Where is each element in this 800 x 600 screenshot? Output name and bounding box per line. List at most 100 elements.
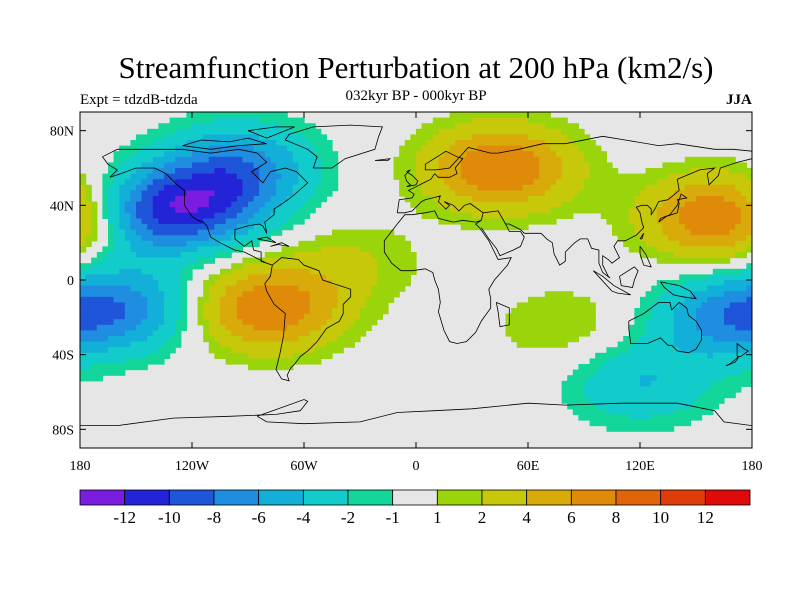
field-cell	[438, 156, 462, 163]
coastline-segment	[257, 402, 752, 426]
field-cell	[673, 319, 697, 326]
field-cell	[724, 280, 752, 287]
field-cell	[287, 145, 316, 152]
field-cell	[236, 173, 260, 180]
field-cell	[287, 324, 322, 331]
field-cell	[337, 285, 372, 292]
field-cell	[309, 268, 378, 275]
field-cell	[220, 319, 243, 326]
field-cell	[656, 375, 725, 382]
field-cell	[220, 341, 327, 348]
field-cell	[253, 196, 271, 203]
field-cell	[80, 263, 92, 270]
field-cell	[668, 285, 708, 292]
coastline-segment	[639, 246, 652, 268]
coastline-segment	[102, 148, 309, 266]
field-cell	[684, 156, 736, 163]
field-cell	[634, 201, 663, 208]
field-cell	[281, 173, 299, 180]
field-cell	[550, 184, 585, 191]
field-cell	[136, 201, 154, 208]
field-cell	[320, 179, 339, 186]
field-cell	[147, 352, 171, 359]
field-cell	[253, 145, 288, 152]
field-cell	[656, 246, 747, 253]
field-cell	[208, 291, 227, 298]
field-cell	[136, 252, 182, 259]
coastline-segment	[404, 169, 419, 188]
field-cell	[214, 117, 260, 124]
field-cell	[85, 184, 92, 191]
field-cell	[533, 151, 557, 158]
field-cell	[298, 319, 327, 326]
field-cell	[80, 330, 126, 337]
field-cell	[175, 324, 187, 331]
field-cell	[617, 341, 635, 348]
field-cell	[656, 257, 731, 264]
field-cell	[220, 302, 238, 309]
field-cell	[231, 201, 249, 208]
field-cell	[80, 179, 87, 186]
field-cell	[432, 134, 473, 141]
field-cell	[175, 179, 243, 186]
colorbar-swatch	[302, 489, 349, 506]
field-cell	[460, 168, 540, 175]
field-cell	[740, 190, 752, 197]
chart-title: Streamfunction Perturbation at 200 hPa (…	[118, 50, 714, 85]
field-cell	[91, 257, 103, 264]
field-cell	[264, 151, 294, 158]
y-tick-label: 40N	[50, 199, 74, 214]
field-cell	[746, 235, 752, 242]
field-cell	[416, 207, 451, 214]
field-cell	[292, 352, 333, 359]
field-cell	[264, 201, 283, 208]
field-cell	[175, 145, 210, 152]
field-cell	[253, 324, 288, 331]
field-cell	[264, 252, 294, 259]
field-cell	[225, 229, 249, 236]
chart-subtitle: 032kyr BP - 000kyr BP	[345, 88, 487, 104]
coastline-segment	[257, 236, 277, 244]
field-cell	[628, 246, 658, 253]
field-cell	[528, 196, 574, 203]
field-cell	[203, 280, 215, 287]
field-cell	[292, 190, 316, 197]
x-tick-label: 180	[742, 459, 763, 474]
colorbar-label: 12	[697, 508, 714, 527]
field-cell	[561, 201, 635, 208]
field-cell	[724, 375, 752, 382]
field-cell	[561, 397, 591, 404]
field-cell	[668, 235, 747, 242]
field-cell	[158, 280, 182, 287]
field-cell	[735, 240, 752, 247]
field-cell	[410, 134, 434, 141]
field-cell	[208, 347, 232, 354]
field-cell	[102, 190, 109, 197]
field-cell	[606, 408, 675, 415]
field-cell	[180, 302, 187, 309]
field-cell	[645, 319, 675, 326]
field-cell	[729, 229, 752, 236]
field-cell	[130, 240, 154, 247]
field-cell	[119, 268, 143, 275]
field-cell	[108, 252, 137, 259]
field-cell	[124, 179, 143, 186]
field-cell	[102, 246, 115, 253]
field-cell	[544, 291, 574, 298]
colorbar-swatch	[481, 489, 528, 506]
field-cell	[119, 207, 126, 214]
field-cell	[102, 212, 109, 219]
field-cell	[746, 246, 752, 253]
colorbar-label: 8	[612, 508, 621, 527]
field-cell	[432, 196, 473, 203]
field-cell	[292, 252, 372, 259]
field-cell	[270, 212, 294, 219]
field-cell	[606, 358, 752, 365]
field-cell	[164, 291, 182, 298]
field-cell	[735, 224, 752, 231]
field-cell	[108, 168, 115, 175]
field-cell	[528, 117, 568, 124]
field-cell	[673, 330, 703, 337]
field-cell	[539, 162, 563, 169]
